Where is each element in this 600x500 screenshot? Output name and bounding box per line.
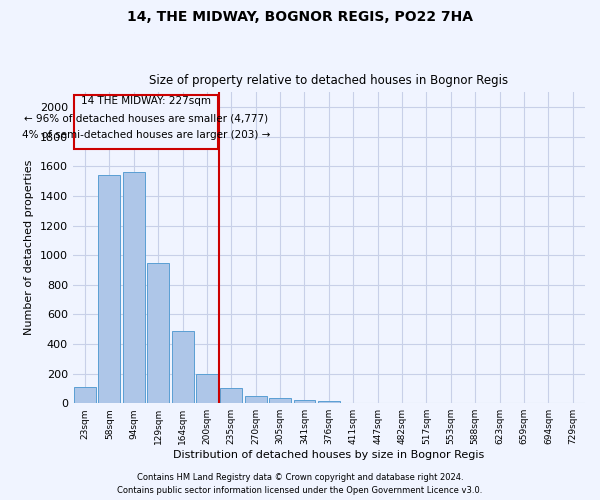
Bar — [74, 387, 96, 403]
Bar — [98, 175, 121, 403]
Bar — [220, 388, 242, 403]
Y-axis label: Number of detached properties: Number of detached properties — [24, 160, 34, 336]
Bar — [196, 374, 218, 403]
Bar — [293, 400, 316, 403]
Bar — [269, 398, 291, 403]
Title: Size of property relative to detached houses in Bognor Regis: Size of property relative to detached ho… — [149, 74, 508, 87]
Bar — [245, 396, 266, 403]
Bar — [147, 262, 169, 403]
Bar — [74, 94, 218, 148]
Text: 4% of semi-detached houses are larger (203) →: 4% of semi-detached houses are larger (2… — [22, 130, 270, 140]
X-axis label: Distribution of detached houses by size in Bognor Regis: Distribution of detached houses by size … — [173, 450, 485, 460]
Bar — [318, 401, 340, 403]
Bar — [172, 330, 194, 403]
Text: 14, THE MIDWAY, BOGNOR REGIS, PO22 7HA: 14, THE MIDWAY, BOGNOR REGIS, PO22 7HA — [127, 10, 473, 24]
Bar — [123, 172, 145, 403]
Text: ← 96% of detached houses are smaller (4,777): ← 96% of detached houses are smaller (4,… — [24, 113, 268, 123]
Text: 14 THE MIDWAY: 227sqm: 14 THE MIDWAY: 227sqm — [81, 96, 211, 106]
Text: Contains HM Land Registry data © Crown copyright and database right 2024.
Contai: Contains HM Land Registry data © Crown c… — [118, 474, 482, 495]
